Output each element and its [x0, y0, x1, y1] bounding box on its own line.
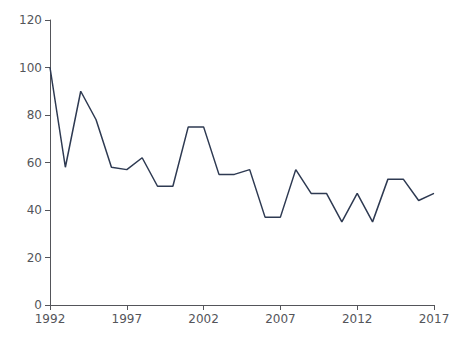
svg-text:80: 80 [27, 108, 42, 122]
svg-text:100: 100 [19, 61, 42, 75]
svg-text:2017: 2017 [419, 312, 450, 326]
svg-text:20: 20 [27, 251, 42, 265]
svg-text:2012: 2012 [342, 312, 373, 326]
svg-text:0: 0 [34, 298, 42, 312]
svg-text:60: 60 [27, 156, 42, 170]
svg-text:2002: 2002 [188, 312, 219, 326]
svg-text:2007: 2007 [265, 312, 296, 326]
svg-text:40: 40 [27, 203, 42, 217]
svg-text:120: 120 [19, 13, 42, 27]
svg-text:1992: 1992 [35, 312, 66, 326]
svg-text:1997: 1997 [112, 312, 143, 326]
